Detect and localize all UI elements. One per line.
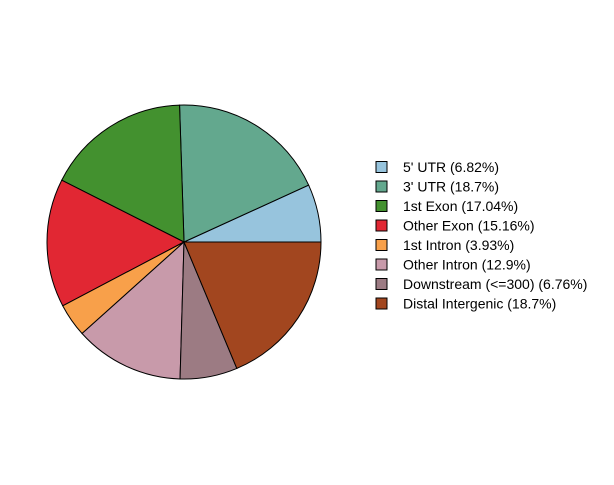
legend-label: 3' UTR (18.7%)	[403, 179, 499, 195]
legend-label: Distal Intergenic (18.7%)	[403, 296, 556, 312]
legend-item: 1st Intron (3.93%)	[375, 237, 514, 253]
pie-slice-4	[46, 179, 186, 307]
legend-swatch	[375, 200, 388, 212]
legend-label: Downstream (<=300) (6.76%)	[403, 276, 587, 292]
legend-swatch	[375, 278, 388, 290]
legend-swatch	[375, 180, 388, 193]
legend-label: 1st Exon (17.04%)	[403, 198, 518, 214]
legend-swatch	[375, 239, 388, 251]
legend-item: 1st Exon (17.04%)	[375, 198, 518, 214]
legend-swatch	[375, 161, 388, 173]
legend-swatch	[375, 297, 388, 310]
legend-label: Other Exon (15.16%)	[403, 218, 535, 234]
legend-label: 5' UTR (6.82%)	[403, 159, 499, 175]
pie-slice-2	[179, 104, 310, 243]
pie-slice-3	[61, 104, 185, 243]
pie-slice-6	[81, 240, 185, 380]
legend-item: Downstream (<=300) (6.76%)	[375, 276, 587, 292]
legend-swatch	[375, 258, 388, 271]
legend-item: Other Exon (15.16%)	[375, 218, 535, 234]
pie-slice-8	[183, 241, 322, 370]
legend-item: 5' UTR (6.82%)	[375, 159, 499, 175]
legend: 5' UTR (6.82%) 3' UTR (18.7%) 1st Exon (17…	[375, 159, 587, 312]
legend-item: Distal Intergenic (18.7%)	[375, 296, 556, 312]
legend-label: 1st Intron (3.93%)	[403, 237, 514, 253]
legend-swatch	[375, 219, 388, 232]
legend-label: Other Intron (12.9%)	[403, 257, 531, 273]
legend-item: 3' UTR (18.7%)	[375, 179, 499, 195]
legend-item: Other Intron (12.9%)	[375, 257, 531, 273]
pie-group	[46, 104, 322, 380]
